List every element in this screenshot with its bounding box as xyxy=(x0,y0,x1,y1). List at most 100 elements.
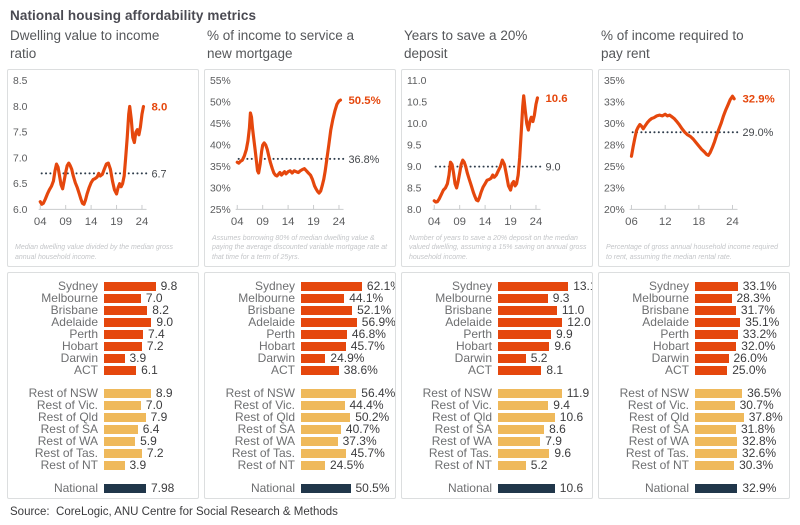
y-axis-label: 7.0 xyxy=(13,153,28,164)
bar-label: Perth xyxy=(69,327,98,341)
y-axis-label: 35% xyxy=(604,76,625,87)
bar-label: Perth xyxy=(266,327,295,341)
bar xyxy=(301,460,325,470)
capital-cities-bars: Sydney13.1Melbourne9.3Brisbane11.0Adelai… xyxy=(402,279,592,377)
bar-row: Sydney 62.1% xyxy=(205,279,395,293)
bar xyxy=(498,365,542,375)
bar xyxy=(498,317,563,327)
bar-value: 37.8% xyxy=(748,410,783,424)
bar-row: Rest of NT 24.5% xyxy=(205,458,393,472)
bar-label: ACT xyxy=(665,363,689,377)
bar-label: Brisbane xyxy=(247,303,295,317)
y-axis-label: 25% xyxy=(604,162,625,173)
bar-label: Rest of Vic. xyxy=(430,398,492,412)
bar-label: Sydney xyxy=(648,279,689,293)
bar-row: Rest of NSW 36.5% xyxy=(599,386,787,400)
national-bar: National 7.98 xyxy=(8,481,196,495)
bar-value: 5.2 xyxy=(530,351,548,365)
line-chart-card: 35% 33% 30% 28% 25% 23% 20% 06 12 18 24 29.0% 32.9% P… xyxy=(598,69,790,267)
bar-value: 9.6 xyxy=(554,339,572,353)
metric-panel: % of income to service a new mortgage 55% 5… xyxy=(204,27,396,499)
bar-row: Melbourne 28.3% xyxy=(599,291,787,305)
average-value-label: 36.8% xyxy=(348,154,379,166)
bar xyxy=(104,353,125,363)
bar xyxy=(695,483,738,493)
bar xyxy=(104,388,151,398)
bar-row: Rest of NSW 8.9 xyxy=(8,386,196,400)
bar-label: ACT xyxy=(468,363,492,377)
y-axis-label: 6.5 xyxy=(13,179,28,190)
bar xyxy=(498,281,569,291)
bar-chart-card: Sydney62.1%Melbourne44.1%Brisbane52.1%Ad… xyxy=(204,272,396,499)
panel-subtitle: Years to save a 20% deposit xyxy=(404,27,593,64)
bar xyxy=(498,353,526,363)
bar xyxy=(301,388,357,398)
bar xyxy=(695,400,735,410)
bar-row: Melbourne 44.1% xyxy=(205,291,393,305)
bar-label: Darwin xyxy=(651,351,689,365)
bar-value: 35.1% xyxy=(745,315,780,329)
bar-value: 32.8% xyxy=(742,434,777,448)
bar-label: Rest of NSW xyxy=(28,386,98,400)
bar-row: Brisbane 52.1% xyxy=(205,303,393,317)
average-value-label: 9.0 xyxy=(545,162,560,174)
bar-row: Rest of WA 5.9 xyxy=(8,434,196,448)
average-value-label: 29.0% xyxy=(742,127,773,139)
bar-row: National 32.9% xyxy=(599,481,787,495)
panel-subtitle-line: Years to save a 20% xyxy=(404,28,528,43)
bar xyxy=(695,317,741,327)
bar-chart-card: Sydney 9.8 Melbourne 7.0 Brisbane 8.2 Adelaide… xyxy=(7,272,199,499)
y-axis-label: 45% xyxy=(210,119,231,130)
bar-label: Rest of NT xyxy=(237,458,295,472)
capital-cities-bars: Sydney62.1%Melbourne44.1%Brisbane52.1%Ad… xyxy=(205,279,395,377)
bar-label: National xyxy=(53,481,98,495)
trend-line xyxy=(235,98,343,195)
bar-row: Rest of WA 32.8% xyxy=(599,434,787,448)
bar-row: Hobart 45.7% xyxy=(205,339,393,353)
bar-row: Hobart 9.6 xyxy=(402,339,590,353)
bar-value: 7.9 xyxy=(545,434,562,448)
bar xyxy=(695,388,743,398)
panel-subtitle-line: new mortgage xyxy=(207,45,293,61)
bar-value: 10.6 xyxy=(559,410,584,424)
capital-cities-bars: Sydney 33.1% Melbourne 28.3% Brisbane 31.7% Ad… xyxy=(599,279,787,377)
bar xyxy=(498,305,557,315)
y-axis-label: 8.5 xyxy=(407,183,422,194)
current-value-label: 8.0 xyxy=(151,101,167,113)
bar xyxy=(498,448,550,458)
regional-areas-bars: Rest of NSW 8.9 Rest of Vic. 7.0 Rest of Qld… xyxy=(8,386,196,472)
bar-label: Melbourne xyxy=(238,291,295,305)
bar xyxy=(695,424,736,434)
bar-label: Perth xyxy=(463,327,492,341)
bar-row: Rest of Tas. 45.7% xyxy=(205,446,393,460)
regional-areas-bars: Rest of NSW 11.9 Rest of Vic. 9.4 Rest of Ql… xyxy=(402,386,590,472)
bar-label: Rest of WA xyxy=(37,434,98,448)
bar-label: Rest of Tas. xyxy=(428,446,492,460)
bar-row: Sydney 9.8 xyxy=(8,279,196,293)
line-chart: 55% 50% 45% 40% 35% 30% 25%04 09 14 19 24 36.8% 50.5… xyxy=(210,76,381,228)
chart-footnote: Assumes borrowing 80% of median dwelling… xyxy=(212,234,388,261)
bar-row: Darwin 26.0% xyxy=(599,351,787,365)
bar-value: 9.0 xyxy=(156,315,174,329)
bar-value: 8.2 xyxy=(152,303,169,317)
regional-areas-bars: Rest of NSW 36.5% Rest of Vic. 30.7% Rest of… xyxy=(599,386,787,472)
bar-value: 32.9% xyxy=(742,481,777,495)
bar-value: 9.6 xyxy=(554,446,572,460)
y-axis-label: 55% xyxy=(210,76,231,87)
bar-row: Rest of NT 5.2 xyxy=(402,458,590,472)
panel-subtitle: % of income required to pay rent xyxy=(601,27,790,64)
bar xyxy=(695,365,728,375)
bar xyxy=(104,293,141,303)
x-axis-label: 04 xyxy=(231,216,244,228)
y-axis-label: 30% xyxy=(210,183,231,194)
bar-value: 45.7% xyxy=(350,339,385,353)
national-bar: National 10.6 xyxy=(402,481,590,495)
y-axis-label: 50% xyxy=(210,98,231,109)
bar-row: National 7.98 xyxy=(8,481,196,495)
y-axis-label: 25% xyxy=(210,205,231,216)
bar xyxy=(104,424,138,434)
bar-value: 24.5% xyxy=(330,458,365,472)
bar-value: 30.3% xyxy=(739,458,774,472)
bar xyxy=(301,305,353,315)
